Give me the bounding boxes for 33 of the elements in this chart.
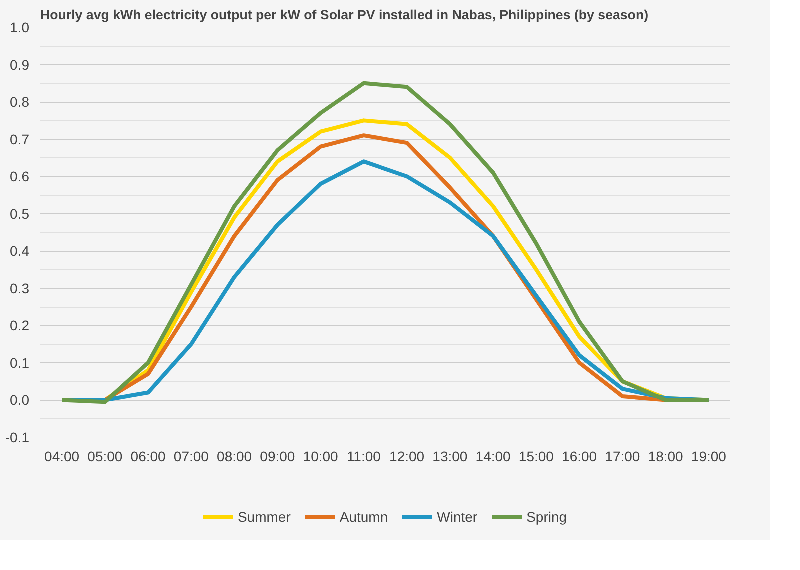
y-tick-label: 0.2 [10,318,30,334]
y-tick-label: 1.0 [10,20,30,36]
y-tick-label: -0.1 [5,430,30,446]
x-tick-label: 08:00 [217,448,252,464]
x-tick-label: 05:00 [88,448,123,464]
x-tick-label: 13:00 [432,448,468,464]
x-tick-label: 16:00 [562,448,598,464]
x-tick-label: 06:00 [130,448,166,464]
x-tick-label: 04:00 [44,448,80,464]
x-tick-label: 18:00 [648,448,684,464]
legend-label: Autumn [340,508,388,525]
chart-title: Hourly avg kWh electricity output per kW of Solar PV installed in Nabas, Philippines (by season) [40,8,649,22]
y-tick-label: 0.9 [10,56,30,73]
x-tick-label: 10:00 [303,448,339,464]
x-tick-label: 14:00 [476,448,512,464]
legend-label: Spring [526,508,568,525]
x-tick-label: 19:00 [691,448,727,464]
x-tick-label: 09:00 [260,448,296,464]
y-tick-label: 0.8 [10,94,30,110]
y-tick-label: 0.0 [10,392,30,408]
y-tick-label: 0.4 [10,243,30,260]
x-tick-label: 07:00 [174,448,210,464]
x-tick-label: 15:00 [518,448,554,464]
x-tick-label: 17:00 [605,448,640,464]
y-tick-label: 0.1 [10,354,30,371]
y-tick-label: 0.5 [10,206,30,222]
legend-label: Summer [238,508,291,525]
y-tick-label: 0.3 [10,280,30,296]
y-tick-label: 0.6 [10,168,30,185]
y-tick-label: 0.7 [10,131,30,148]
legend-label: Winter [437,508,478,525]
x-tick-label: 11:00 [346,448,382,464]
x-tick-label: 12:00 [390,448,425,464]
